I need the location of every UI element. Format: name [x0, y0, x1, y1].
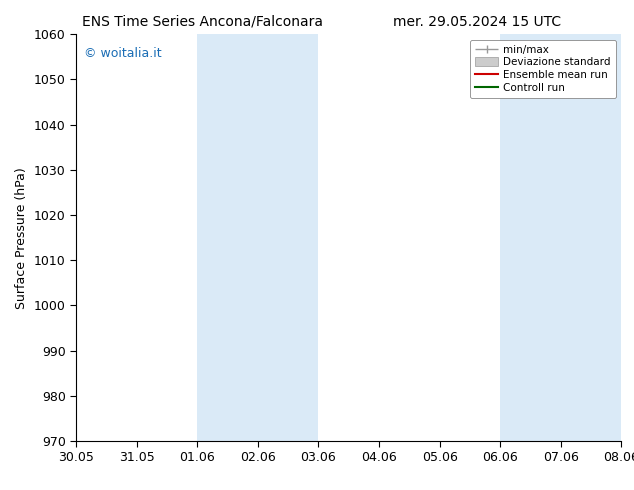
Text: mer. 29.05.2024 15 UTC: mer. 29.05.2024 15 UTC: [393, 15, 561, 29]
Text: © woitalia.it: © woitalia.it: [84, 47, 162, 59]
Legend: min/max, Deviazione standard, Ensemble mean run, Controll run: min/max, Deviazione standard, Ensemble m…: [470, 40, 616, 98]
Y-axis label: Surface Pressure (hPa): Surface Pressure (hPa): [15, 167, 29, 309]
Text: ENS Time Series Ancona/Falconara: ENS Time Series Ancona/Falconara: [82, 15, 323, 29]
Bar: [500, 34, 621, 441]
Bar: [197, 34, 318, 441]
